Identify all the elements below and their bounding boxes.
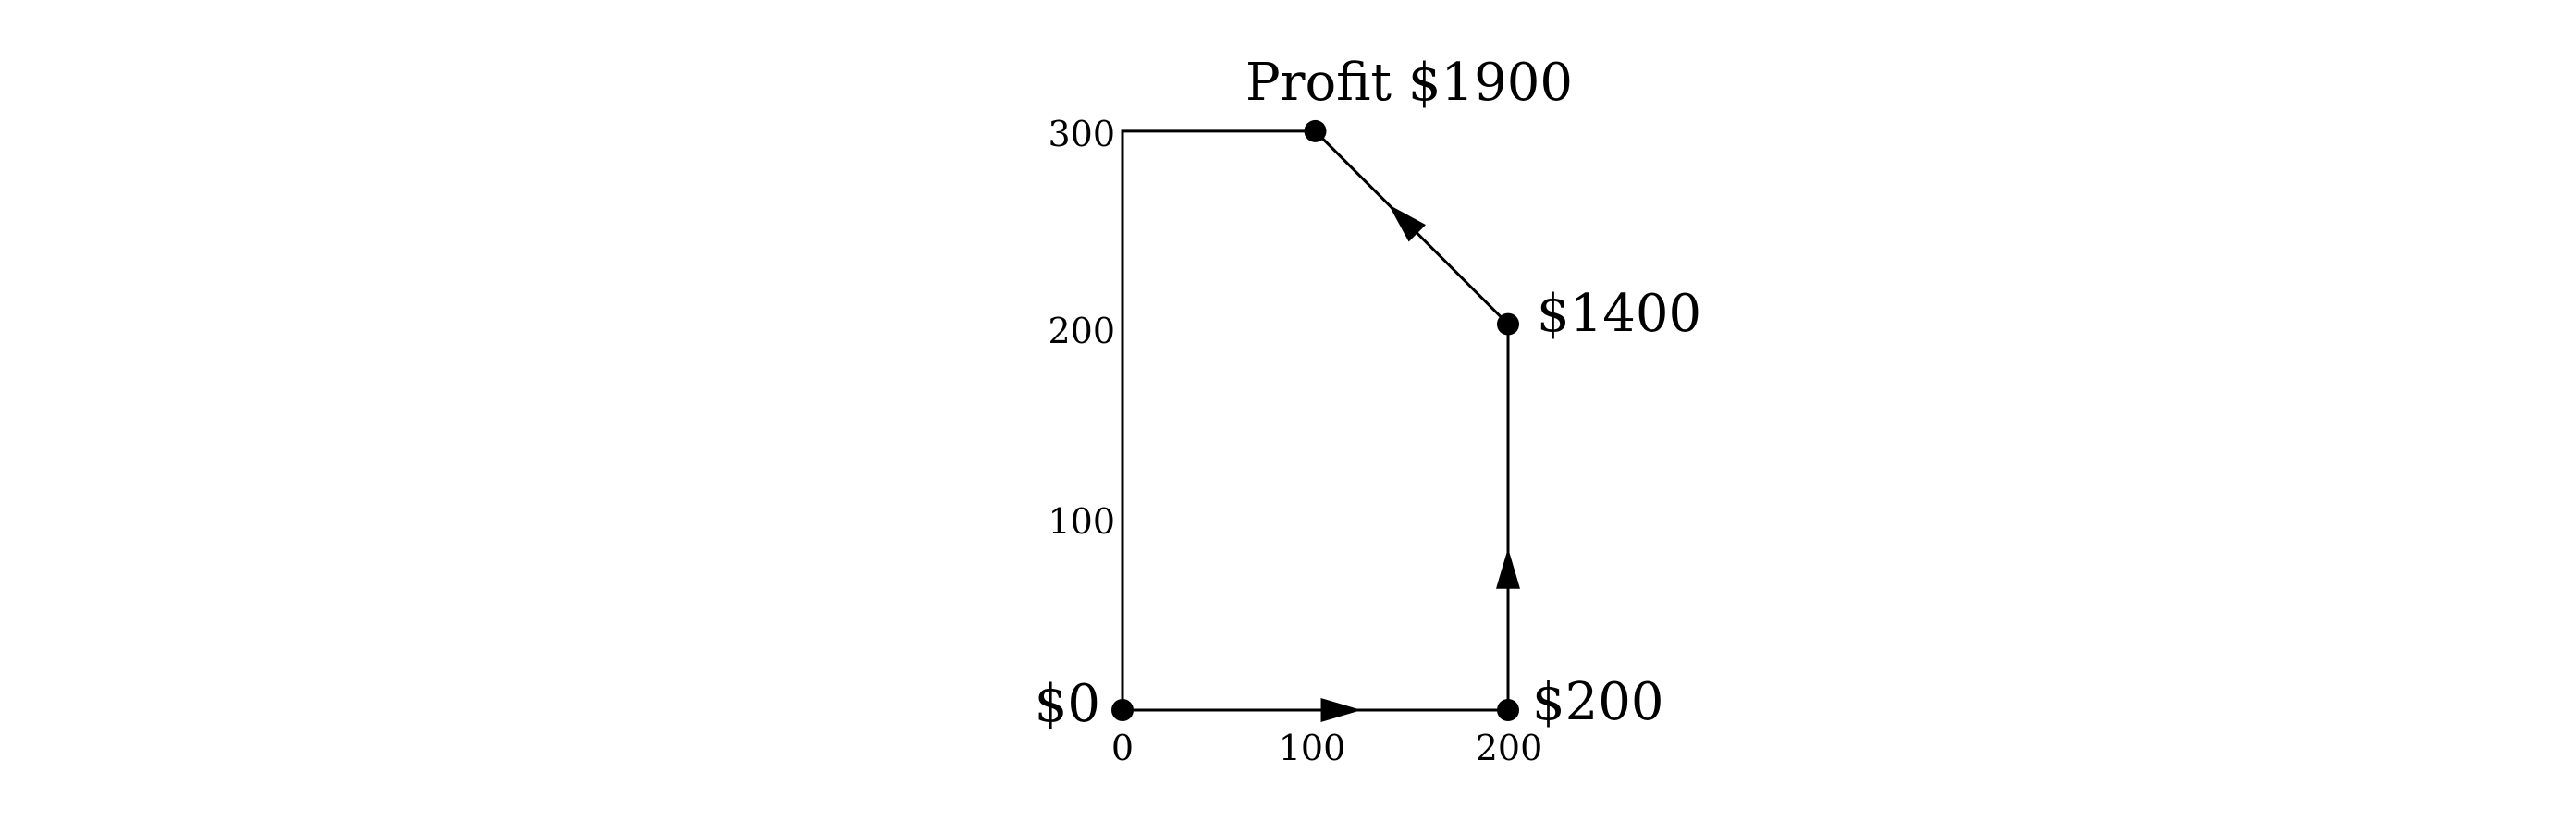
y-tick-label: 200 [1048, 311, 1115, 351]
profit-label-origin: $0 [1035, 674, 1100, 734]
profit-label-optimum: Profit $1900 [1245, 53, 1573, 113]
profit-label-200-200: $1400 [1537, 284, 1701, 344]
vertex-point-origin [1111, 699, 1134, 721]
path-arrow-1 [1320, 698, 1362, 722]
x-tick-label: 200 [1476, 728, 1543, 768]
profit-label-200-0: $200 [1532, 672, 1664, 732]
path-arrow-2 [1496, 547, 1520, 589]
y-tick-label: 300 [1048, 114, 1115, 154]
x-tick-label: 100 [1279, 728, 1346, 768]
y-tick-label: 100 [1048, 501, 1115, 542]
vertex-point-200-0 [1497, 699, 1519, 721]
vertex-point-200-200 [1497, 312, 1519, 336]
path-arrow-3 [1388, 204, 1427, 242]
x-tick-label: 0 [1111, 728, 1134, 768]
feasible-region-outline [1121, 129, 1510, 712]
vertex-point-100-300 [1304, 119, 1327, 142]
